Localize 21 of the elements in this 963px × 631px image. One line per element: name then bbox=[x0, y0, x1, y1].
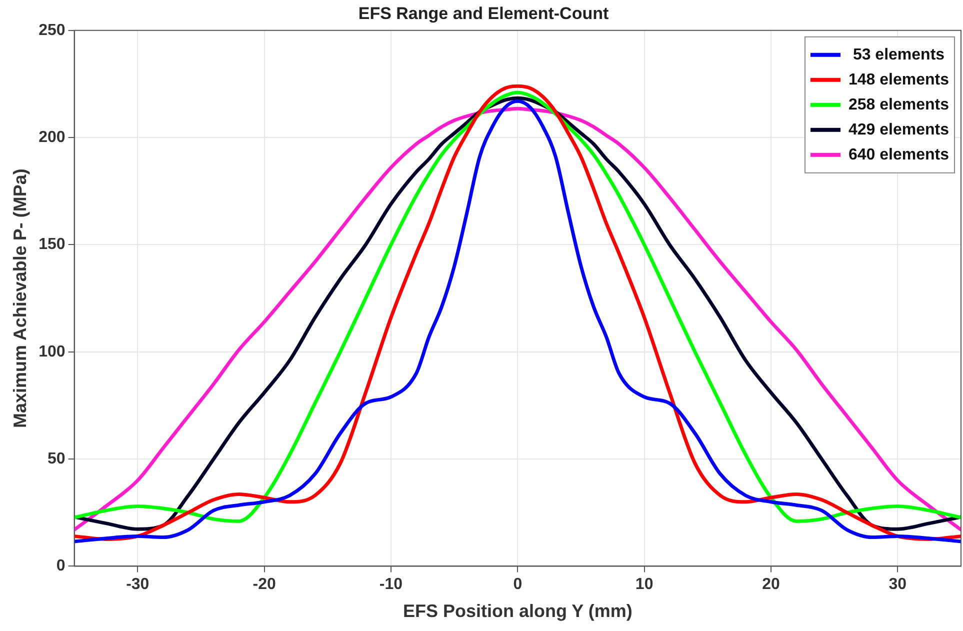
legend-label: 148 elements bbox=[848, 71, 950, 88]
x-tick-label: 20 bbox=[762, 576, 780, 594]
y-tick-label: 200 bbox=[38, 128, 66, 146]
legend-label: 53 elements bbox=[848, 46, 945, 64]
chart-title: EFS Range and Element-Count bbox=[358, 4, 609, 23]
y-axis-title: Maximum Achievable P- (MPa) bbox=[10, 168, 30, 428]
x-axis-title: EFS Position along Y (mm) bbox=[402, 601, 632, 622]
y-tick-label: 250 bbox=[38, 22, 66, 39]
x-tick-label: 30 bbox=[888, 576, 907, 594]
y-tick-label: 0 bbox=[56, 558, 66, 575]
y-tick-label: 100 bbox=[38, 343, 66, 360]
x-tick-label: -20 bbox=[252, 576, 276, 594]
legend-label: 258 elements bbox=[848, 96, 950, 114]
y-tick-label: 150 bbox=[38, 236, 66, 254]
y-tick-label: 50 bbox=[48, 450, 66, 468]
x-tick-label: -30 bbox=[126, 576, 150, 594]
x-tick-label: -10 bbox=[379, 576, 403, 594]
legend-label: 640 elements bbox=[848, 146, 950, 164]
x-tick-label: 0 bbox=[513, 576, 522, 594]
legend-label: 429 elements bbox=[848, 121, 950, 138]
x-tick-label: 10 bbox=[635, 576, 654, 594]
